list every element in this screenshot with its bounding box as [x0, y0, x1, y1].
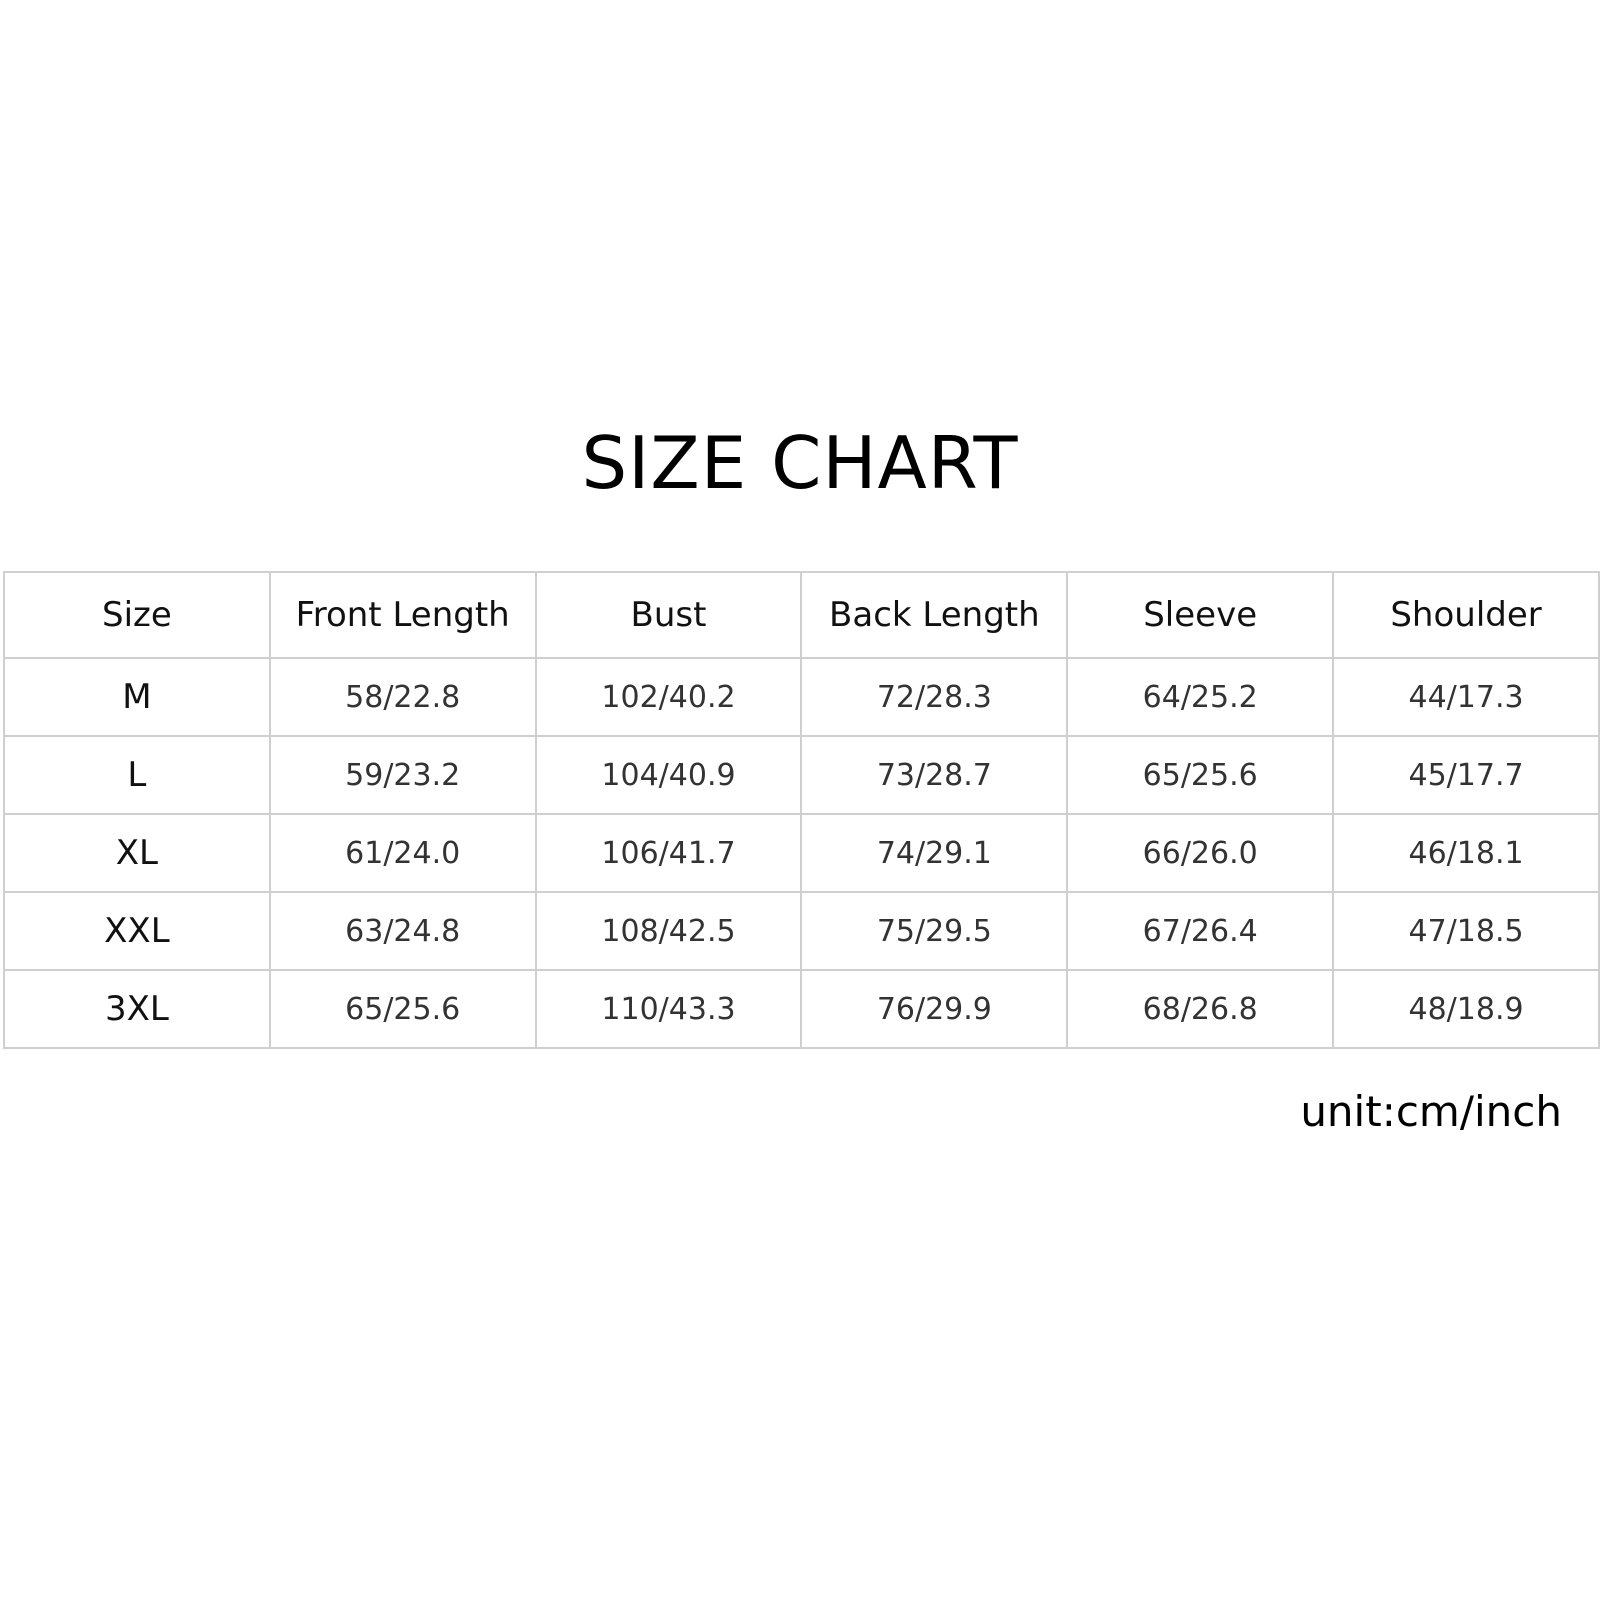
size-cell: XXL — [3, 891, 271, 971]
size-chart-table: Size Front Length Bust Back Length Sleev… — [3, 571, 1600, 1049]
sleeve-cell: 68/26.8 — [1066, 969, 1335, 1049]
page-title: SIZE CHART — [581, 421, 1019, 505]
column-header-bust: Bust — [534, 571, 803, 659]
size-cell: XL — [3, 813, 271, 893]
bust-cell: 102/40.2 — [534, 657, 803, 737]
table-row: XL 61/24.0 106/41.7 74/29.1 66/26.0 46/1… — [3, 813, 1600, 893]
bust-cell: 108/42.5 — [534, 891, 803, 971]
shoulder-cell: 46/18.1 — [1332, 813, 1600, 893]
column-header-sleeve: Sleeve — [1066, 571, 1335, 659]
table-row: XXL 63/24.8 108/42.5 75/29.5 67/26.4 47/… — [3, 891, 1600, 971]
column-header-shoulder: Shoulder — [1332, 571, 1600, 659]
front-length-cell: 58/22.8 — [268, 657, 537, 737]
front-length-cell: 63/24.8 — [268, 891, 537, 971]
table-header-row: Size Front Length Bust Back Length Sleev… — [3, 571, 1600, 659]
front-length-cell: 65/25.6 — [268, 969, 537, 1049]
size-cell: 3XL — [3, 969, 271, 1049]
front-length-cell: 61/24.0 — [268, 813, 537, 893]
size-cell: M — [3, 657, 271, 737]
table-row: L 59/23.2 104/40.9 73/28.7 65/25.6 45/17… — [3, 735, 1600, 815]
column-header-back-length: Back Length — [800, 571, 1069, 659]
unit-note: unit:cm/inch — [1300, 1087, 1562, 1136]
back-length-cell: 76/29.9 — [800, 969, 1069, 1049]
shoulder-cell: 47/18.5 — [1332, 891, 1600, 971]
shoulder-cell: 44/17.3 — [1332, 657, 1600, 737]
sleeve-cell: 66/26.0 — [1066, 813, 1335, 893]
shoulder-cell: 45/17.7 — [1332, 735, 1600, 815]
bust-cell: 110/43.3 — [534, 969, 803, 1049]
back-length-cell: 73/28.7 — [800, 735, 1069, 815]
size-cell: L — [3, 735, 271, 815]
back-length-cell: 72/28.3 — [800, 657, 1069, 737]
sleeve-cell: 64/25.2 — [1066, 657, 1335, 737]
bust-cell: 106/41.7 — [534, 813, 803, 893]
table-row: M 58/22.8 102/40.2 72/28.3 64/25.2 44/17… — [3, 657, 1600, 737]
column-header-size: Size — [3, 571, 271, 659]
table-row: 3XL 65/25.6 110/43.3 76/29.9 68/26.8 48/… — [3, 969, 1600, 1049]
back-length-cell: 75/29.5 — [800, 891, 1069, 971]
bust-cell: 104/40.9 — [534, 735, 803, 815]
back-length-cell: 74/29.1 — [800, 813, 1069, 893]
front-length-cell: 59/23.2 — [268, 735, 537, 815]
column-header-front-length: Front Length — [268, 571, 537, 659]
sleeve-cell: 67/26.4 — [1066, 891, 1335, 971]
sleeve-cell: 65/25.6 — [1066, 735, 1335, 815]
shoulder-cell: 48/18.9 — [1332, 969, 1600, 1049]
